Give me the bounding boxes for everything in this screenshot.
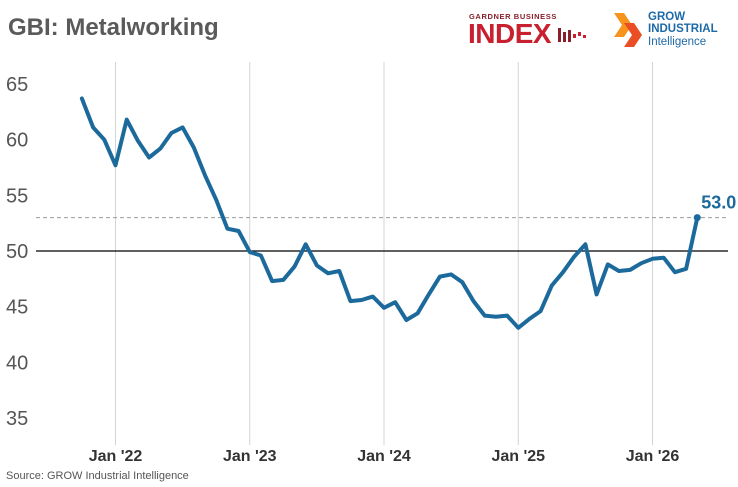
gardner-business-index-logo: GARDNER BUSINESS INDEX bbox=[468, 12, 598, 52]
chart-title: GBI: Metalworking bbox=[8, 14, 219, 41]
y-tick-label: 35 bbox=[6, 408, 28, 430]
y-tick-label: 45 bbox=[6, 297, 28, 319]
grow-logo-line2: INDUSTRIAL bbox=[648, 23, 718, 35]
last-value-label: 53.0 bbox=[701, 193, 736, 213]
grow-arrow-icon bbox=[614, 13, 642, 47]
x-tick-labels: Jan '22 Jan '23 Jan '24 Jan '25 Jan '26 bbox=[89, 448, 680, 465]
y-tick-label: 65 bbox=[6, 74, 28, 96]
source-note: Source: GROW Industrial Intelligence bbox=[6, 470, 189, 482]
x-gridlines bbox=[115, 62, 653, 445]
gbi-bars-icon bbox=[558, 28, 586, 42]
y-tick-label: 60 bbox=[6, 130, 28, 152]
x-tick-label: Jan '25 bbox=[491, 448, 545, 465]
y-tick-labels: 35 40 45 50 55 60 65 bbox=[6, 74, 28, 430]
gbi-logo-big-text: INDEX bbox=[468, 18, 552, 49]
y-tick-label: 55 bbox=[6, 185, 28, 207]
last-data-point bbox=[693, 214, 701, 222]
x-tick-label: Jan '24 bbox=[357, 448, 411, 465]
x-tick-label: Jan '26 bbox=[626, 448, 680, 465]
y-tick-label: 40 bbox=[6, 352, 28, 374]
grow-logo-line1: GROW bbox=[648, 11, 686, 23]
y-tick-label: 50 bbox=[6, 241, 28, 263]
x-tick-label: Jan '23 bbox=[223, 448, 277, 465]
gbi-logo-small-text: GARDNER BUSINESS bbox=[469, 12, 557, 21]
grow-industrial-intelligence-logo: GROW INDUSTRIAL Intelligence bbox=[612, 11, 732, 51]
series-line bbox=[79, 96, 700, 330]
grow-logo-line3: Intelligence bbox=[648, 36, 707, 48]
x-tick-label: Jan '22 bbox=[89, 448, 143, 465]
